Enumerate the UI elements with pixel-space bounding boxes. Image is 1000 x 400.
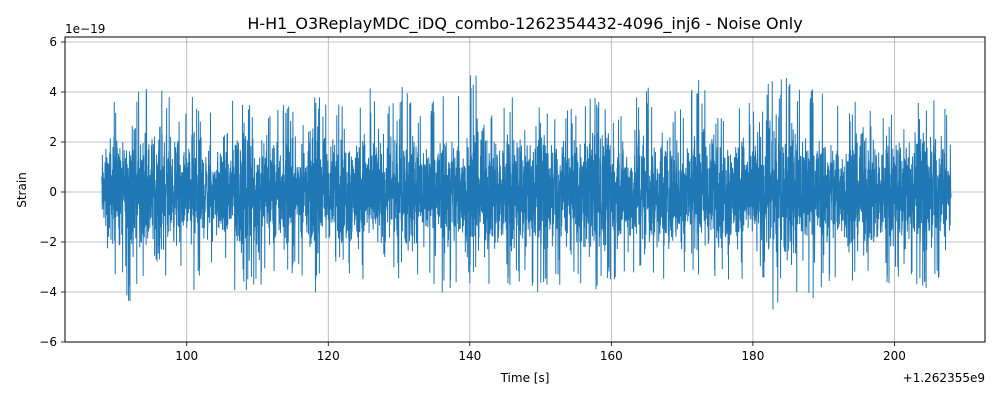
x-tick-label: 120 [317,349,340,363]
chart-title: H-H1_O3ReplayMDC_iDQ_combo-1262354432-40… [247,14,802,34]
x-offset-label: +1.262355e9 [903,371,985,385]
x-axis: 100 120 140 160 180 200 [175,342,906,363]
x-tick-label: 180 [741,349,764,363]
x-tick-label: 200 [883,349,906,363]
y-tick-label: −6 [39,335,57,349]
y-axis-label: Strain [15,172,29,208]
y-tick-label: 2 [49,135,57,149]
strain-series-line [101,75,952,310]
x-tick-label: 100 [175,349,198,363]
axes-frame [64,36,986,343]
y-tick-label: −4 [39,285,57,299]
y-tick-label: 6 [49,35,57,49]
y-axis: −6 −4 −2 0 2 4 6 [39,35,65,349]
x-tick-label: 160 [600,349,623,363]
y-exponent-label: 1e−19 [65,22,105,36]
plot-area [101,75,952,310]
y-tick-label: −2 [39,235,57,249]
y-tick-label: 4 [49,85,57,99]
x-tick-label: 140 [458,349,481,363]
y-tick-label: 0 [49,185,57,199]
x-axis-label: Time [s] [500,371,550,385]
